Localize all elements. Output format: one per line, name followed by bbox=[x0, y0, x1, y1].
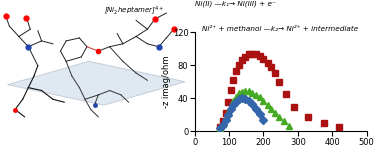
Text: Ni²⁺ + methanol —k₂→ Ni²⁺ + intermediate: Ni²⁺ + methanol —k₂→ Ni²⁺ + intermediate bbox=[202, 26, 358, 32]
Text: Ni(II) —k₁→ Ni(III) + e⁻: Ni(II) —k₁→ Ni(III) + e⁻ bbox=[195, 1, 276, 7]
Text: [Ni$_2$heptamer]$^{4+}$: [Ni$_2$heptamer]$^{4+}$ bbox=[104, 4, 164, 17]
Y-axis label: -z imag/ohm: -z imag/ohm bbox=[162, 55, 171, 108]
Polygon shape bbox=[8, 61, 185, 105]
